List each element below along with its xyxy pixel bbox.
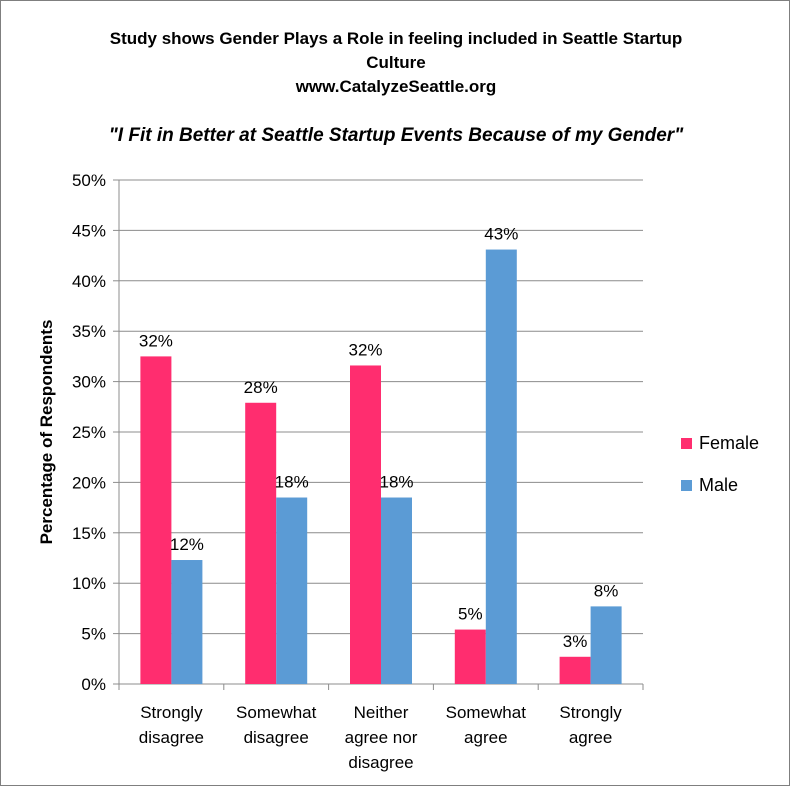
bar-female — [140, 356, 172, 684]
y-tick-label: 45% — [72, 221, 106, 240]
data-label: 18% — [275, 473, 309, 492]
x-category-label: disagree — [244, 728, 309, 747]
data-label: 5% — [458, 605, 483, 624]
legend-label-male: Male — [699, 475, 738, 495]
x-category-label: Somewhat — [236, 703, 317, 722]
x-category-label: disagree — [139, 728, 204, 747]
data-label: 8% — [594, 581, 619, 600]
y-tick-label: 10% — [72, 574, 106, 593]
bar-female — [245, 402, 277, 684]
data-label: 32% — [348, 340, 382, 359]
x-category-label: Somewhat — [446, 703, 527, 722]
chart-subtitle: "I Fit in Better at Seattle Startup Even… — [108, 125, 684, 146]
bar-female — [454, 629, 486, 684]
y-tick-label: 5% — [81, 625, 106, 644]
x-category-label: Strongly — [140, 703, 203, 722]
data-label: 3% — [563, 632, 588, 651]
data-label: 43% — [484, 225, 518, 244]
bar-male — [381, 497, 412, 684]
legend-swatch-male — [681, 480, 692, 491]
x-category-label: Neither — [354, 703, 409, 722]
data-label: 18% — [379, 473, 413, 492]
bar-male — [485, 249, 517, 684]
y-tick-label: 50% — [72, 171, 106, 190]
y-tick-label: 0% — [81, 675, 106, 694]
data-label: 32% — [139, 331, 173, 350]
x-category-label: disagree — [348, 753, 413, 772]
y-tick-label: 20% — [72, 473, 106, 492]
chart-title-line-1: Study shows Gender Plays a Role in feeli… — [109, 29, 683, 48]
bar-female — [350, 365, 381, 684]
y-tick-label: 30% — [72, 373, 106, 392]
bar-female — [559, 656, 591, 684]
bar-male — [276, 497, 308, 684]
chart-title-line-2: Culture — [366, 53, 426, 72]
y-tick-label: 40% — [72, 272, 106, 291]
legend-swatch-female — [681, 438, 692, 449]
chart-title-line-3: www.CatalyzeSeattle.org — [295, 77, 497, 96]
y-tick-label: 15% — [72, 524, 106, 543]
x-category-label: Strongly — [559, 703, 622, 722]
bar-male — [171, 560, 203, 684]
x-category-label: agree — [464, 728, 507, 747]
y-axis-label: Percentage of Respondents — [37, 320, 56, 545]
x-category-label: agree nor — [345, 728, 418, 747]
legend-label-female: Female — [699, 433, 759, 453]
y-tick-label: 35% — [72, 322, 106, 341]
data-label: 12% — [170, 535, 204, 554]
bar-male — [590, 606, 622, 684]
x-category-label: agree — [569, 728, 612, 747]
data-label: 28% — [244, 378, 278, 397]
y-tick-label: 25% — [72, 423, 106, 442]
